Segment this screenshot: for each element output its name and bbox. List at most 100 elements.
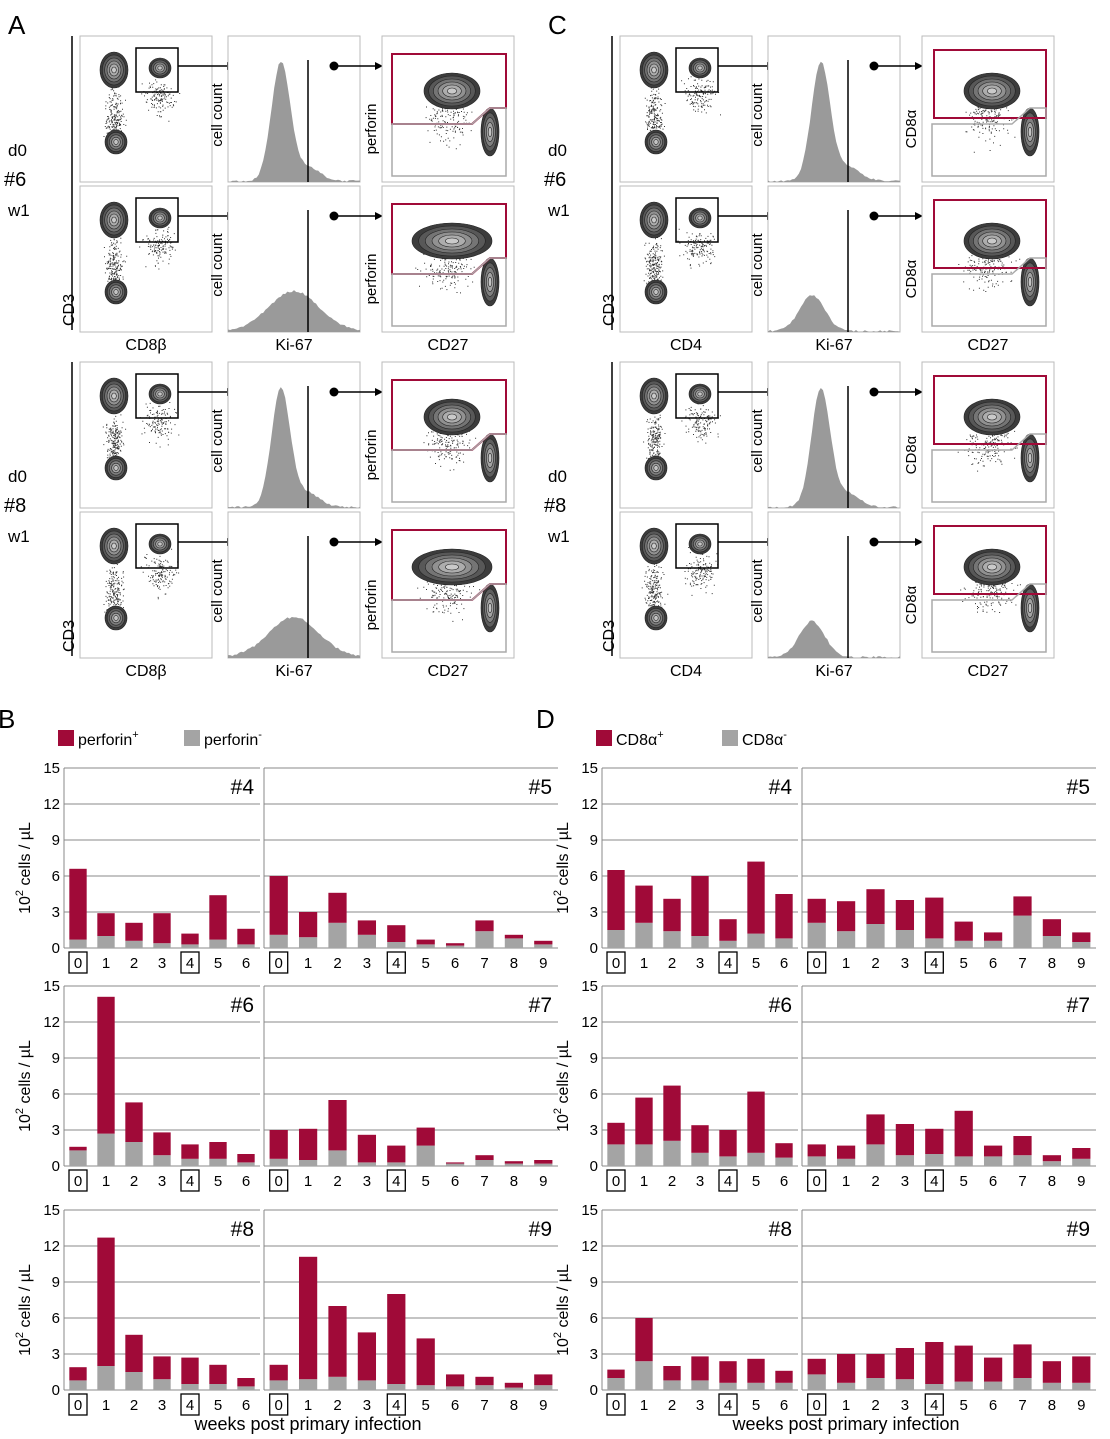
- histogram: [767, 511, 923, 659]
- x-tick-label: 3: [696, 1173, 704, 1190]
- gate-box: [135, 523, 179, 569]
- bar-negative: [775, 1157, 793, 1166]
- gated-contour-plot: [921, 35, 1055, 183]
- gated-contour-plot: [921, 511, 1055, 659]
- bar-negative: [97, 1133, 115, 1166]
- y-axis-title-rest: cells / µL: [17, 822, 34, 890]
- histogram-fill: [768, 61, 900, 182]
- animal-plot: #5 0 1 2 3 4 5 6 7 8 9: [263, 767, 558, 974]
- bar-negative: [69, 939, 87, 948]
- animal-id: #8: [769, 1218, 792, 1241]
- contour-ring: [987, 563, 997, 571]
- x-tick-label: 4: [724, 955, 732, 972]
- bar-positive: [153, 1132, 171, 1156]
- boxed-week-marker: [180, 1169, 200, 1192]
- y-axis-title-rest: cells / µL: [555, 1264, 572, 1332]
- x-tick-label: 2: [668, 1173, 676, 1190]
- x-tick-label: 3: [901, 1397, 909, 1414]
- x-tick-label: 5: [960, 955, 968, 972]
- y-tick-label: 0: [52, 1158, 60, 1175]
- x-tick-label: 0: [74, 1397, 82, 1414]
- y-tick-label: 12: [43, 796, 60, 813]
- bar-positive: [663, 1085, 681, 1141]
- x-tick-label: 4: [186, 955, 194, 972]
- negative-gate: [391, 257, 507, 327]
- bar-negative: [747, 933, 765, 948]
- event-dots: [415, 233, 483, 294]
- histogram: [227, 185, 383, 333]
- boxed-week-marker: [180, 951, 200, 974]
- contour-ring: [111, 66, 117, 74]
- x-tick-label: 3: [363, 1173, 371, 1190]
- bar-negative: [691, 1152, 709, 1166]
- y-axis-title-base: 10: [17, 1114, 34, 1132]
- x-axis-title: weeks post primary infection: [731, 1414, 959, 1434]
- bar-positive: [954, 921, 973, 941]
- bar-negative: [416, 1145, 435, 1166]
- negative-gate: [931, 257, 1047, 327]
- y-tick-label: 15: [43, 1202, 60, 1219]
- x-tick-label: 2: [871, 1173, 879, 1190]
- bar-negative: [807, 1156, 826, 1166]
- x-tick-label: 7: [1018, 1173, 1026, 1190]
- dot-plot: [79, 35, 235, 183]
- x-tick-label: 4: [930, 955, 938, 972]
- bar-positive: [328, 1100, 347, 1151]
- x-tick-label: 2: [333, 955, 341, 972]
- animal-id: #7: [529, 994, 552, 1017]
- contour-ring: [1027, 276, 1033, 288]
- boxed-week-marker: [606, 1169, 626, 1192]
- x-tick-label: 5: [752, 1173, 760, 1190]
- boxed-week-marker: [924, 951, 944, 974]
- hist-y-axis-title: cell count: [749, 558, 766, 622]
- y-tick-label: 0: [52, 940, 60, 957]
- contour-ring: [157, 65, 163, 71]
- bar-positive: [209, 1364, 227, 1384]
- gate-y-axis-title: CD8α: [903, 109, 920, 148]
- x-tick-label: 4: [392, 1397, 400, 1414]
- y-axis-title-rest: cells / µL: [17, 1264, 34, 1332]
- bar-negative: [69, 1380, 87, 1390]
- bar-negative: [983, 1156, 1003, 1166]
- y-tick-label: 15: [581, 978, 598, 995]
- y-axis-title-sup: 2: [552, 1108, 564, 1114]
- legend-swatch: [58, 730, 74, 746]
- x-tick-label: 6: [780, 955, 788, 972]
- animal-id: #6: [231, 994, 254, 1017]
- dot-x-axis-title: CD8β: [125, 663, 166, 680]
- x-tick-label: 5: [752, 1397, 760, 1414]
- legend-label: CD8α+: [616, 729, 664, 749]
- gate-y-axis-title: perforin: [363, 580, 380, 631]
- y-tick-label: 15: [581, 1202, 598, 1219]
- boxed-week-marker: [807, 1169, 827, 1192]
- bar-negative: [387, 1162, 406, 1166]
- bar-positive: [69, 1367, 87, 1381]
- bar-positive: [237, 1154, 255, 1163]
- histogram-fill: [768, 295, 900, 332]
- boxed-week-marker: [386, 1169, 406, 1192]
- boxed-week-marker: [718, 951, 738, 974]
- contour-ring: [445, 237, 459, 245]
- bar-positive: [866, 1354, 885, 1378]
- histogram-fill: [228, 387, 360, 508]
- gate-box: [675, 47, 719, 93]
- x-tick-label: 4: [392, 1173, 400, 1190]
- gated-contour-plot: [921, 361, 1055, 509]
- bar-positive: [807, 1358, 826, 1375]
- bar-positive: [925, 1342, 944, 1384]
- bar-negative: [97, 1366, 115, 1390]
- bar-positive: [1042, 919, 1062, 936]
- bar-positive: [607, 1122, 625, 1145]
- bar-positive: [445, 1374, 465, 1387]
- bar-negative: [691, 936, 709, 948]
- bar-negative: [298, 1160, 318, 1166]
- x-tick-label: 2: [333, 1173, 341, 1190]
- bar-positive: [416, 1338, 435, 1386]
- y-axis-title-sup: 2: [14, 1332, 26, 1338]
- hist-x-axis-title: Ki-67: [275, 337, 312, 354]
- bar-positive: [504, 1161, 524, 1164]
- bar-positive: [719, 1361, 737, 1383]
- bar-negative: [836, 931, 856, 948]
- x-tick-label: 3: [363, 1397, 371, 1414]
